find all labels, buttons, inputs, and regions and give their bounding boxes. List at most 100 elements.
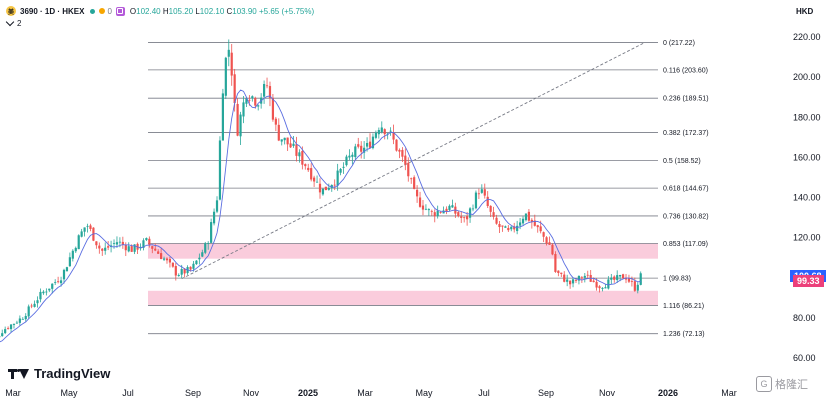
candle-body bbox=[198, 257, 201, 260]
candle-body bbox=[436, 210, 439, 217]
candle-body bbox=[68, 257, 71, 267]
candle-body bbox=[510, 226, 513, 230]
symbol-title[interactable]: 3690 · 1D · HKEX bbox=[20, 6, 85, 16]
y-tick-label-5: 120.00 bbox=[793, 233, 821, 243]
symbol-info-icon[interactable] bbox=[115, 6, 125, 16]
highlight-zones bbox=[148, 243, 658, 306]
collapse-indicators-button[interactable]: 2 bbox=[5, 17, 22, 28]
candle-body bbox=[380, 127, 383, 132]
candle-body bbox=[583, 275, 586, 278]
y-tick-label-4: 140.00 bbox=[793, 193, 821, 203]
candle-body bbox=[18, 318, 21, 323]
candle-body bbox=[257, 105, 260, 107]
symbol-legend: 美 3690 · 1D · HKEX 0 O102.40 H105.20 L10… bbox=[6, 4, 314, 18]
x-tick-label-8: Jul bbox=[478, 388, 490, 398]
fib-label-5: 0.618 (144.67) bbox=[663, 186, 709, 193]
candle-body bbox=[171, 262, 174, 267]
candle-body bbox=[121, 241, 124, 245]
candle-body bbox=[42, 291, 45, 294]
candle-body bbox=[327, 188, 330, 190]
candle-body bbox=[33, 303, 36, 307]
y-tick-label-2: 180.00 bbox=[793, 112, 821, 122]
candle-body bbox=[474, 192, 478, 209]
candle-body bbox=[239, 114, 242, 137]
market-status-icon[interactable] bbox=[90, 8, 96, 14]
candle-body bbox=[230, 52, 233, 76]
candle-body bbox=[107, 246, 110, 248]
open-value: 102.40 bbox=[136, 6, 161, 16]
candle-body bbox=[598, 286, 601, 289]
candle-body bbox=[533, 220, 536, 226]
tradingview-watermark[interactable]: TradingView bbox=[8, 366, 110, 381]
candle-body bbox=[154, 248, 157, 251]
candle-body bbox=[539, 226, 542, 232]
candle-body bbox=[321, 188, 325, 195]
candle-body bbox=[157, 251, 160, 254]
candle-body bbox=[536, 225, 539, 228]
candle-body bbox=[86, 225, 89, 227]
candle-body bbox=[374, 132, 378, 138]
candle-body bbox=[62, 269, 66, 280]
candle-body bbox=[201, 252, 204, 257]
candle-body bbox=[365, 142, 369, 147]
x-tick-label-3: Sep bbox=[185, 388, 201, 398]
tradingview-logo-icon bbox=[8, 368, 30, 379]
candle-body bbox=[315, 181, 319, 183]
alert-icon[interactable] bbox=[99, 8, 106, 14]
candle-body bbox=[577, 275, 581, 281]
candle-body bbox=[277, 124, 280, 141]
candle-body bbox=[521, 218, 525, 224]
candle-body bbox=[265, 85, 269, 87]
candle-body bbox=[45, 291, 48, 293]
candle-body bbox=[504, 226, 507, 228]
candle-body bbox=[580, 277, 583, 279]
fib-label-0: 0 (217.22) bbox=[663, 40, 695, 47]
candle-body bbox=[336, 170, 339, 186]
candle-body bbox=[586, 274, 589, 276]
watermark-text: TradingView bbox=[34, 366, 111, 381]
candle-body bbox=[333, 184, 336, 186]
candle-body bbox=[516, 225, 519, 232]
candle-body bbox=[430, 210, 433, 212]
candle-body bbox=[404, 155, 407, 165]
candle-body bbox=[448, 205, 451, 210]
candle-body bbox=[486, 196, 489, 207]
candle-body bbox=[616, 275, 619, 281]
indicator-count: 2 bbox=[17, 19, 22, 28]
price-axis[interactable]: 220.00200.00180.00160.00140.00120.00100.… bbox=[793, 32, 821, 363]
x-tick-label-12: Mar bbox=[721, 388, 737, 398]
dashed-trendline bbox=[181, 42, 645, 280]
candle-body bbox=[386, 133, 389, 135]
candle-body bbox=[271, 97, 275, 120]
candle-body bbox=[12, 323, 16, 325]
trendline[interactable] bbox=[181, 42, 645, 280]
candle-body bbox=[339, 168, 342, 173]
candle-body bbox=[36, 300, 39, 304]
candle-body bbox=[601, 287, 604, 289]
fib-label-3: 0.382 (172.37) bbox=[663, 130, 709, 137]
time-axis[interactable]: Mar May Jul Sep Nov 2025 Mar May Jul Sep Nov 2026 Ma… bbox=[5, 388, 737, 398]
candle-body bbox=[389, 130, 392, 132]
candle-body bbox=[527, 211, 531, 221]
candle-body bbox=[357, 144, 360, 147]
fib-label-2: 0.236 (189.51) bbox=[663, 96, 709, 103]
fib-price-tag: 99.33 bbox=[793, 275, 824, 288]
fibonacci-retracement[interactable]: 0 (217.22) 0.116 (203.60) 0.236 (189.51) 0.… bbox=[148, 40, 709, 338]
candle-body bbox=[74, 247, 77, 252]
candle-body bbox=[6, 328, 10, 329]
candle-body bbox=[24, 315, 27, 320]
ma-line bbox=[0, 89, 641, 343]
candle-body bbox=[624, 277, 628, 280]
candle-body bbox=[174, 266, 177, 276]
candle-body bbox=[4, 329, 7, 334]
candle-body bbox=[115, 242, 119, 245]
candle-body bbox=[621, 274, 625, 279]
candle-body bbox=[554, 253, 557, 272]
symbol-logo-icon: 美 bbox=[6, 6, 16, 16]
currency-label[interactable]: HKD bbox=[796, 7, 814, 16]
candle-body bbox=[451, 205, 454, 208]
candle-body bbox=[569, 280, 572, 285]
candle-body bbox=[392, 132, 395, 140]
